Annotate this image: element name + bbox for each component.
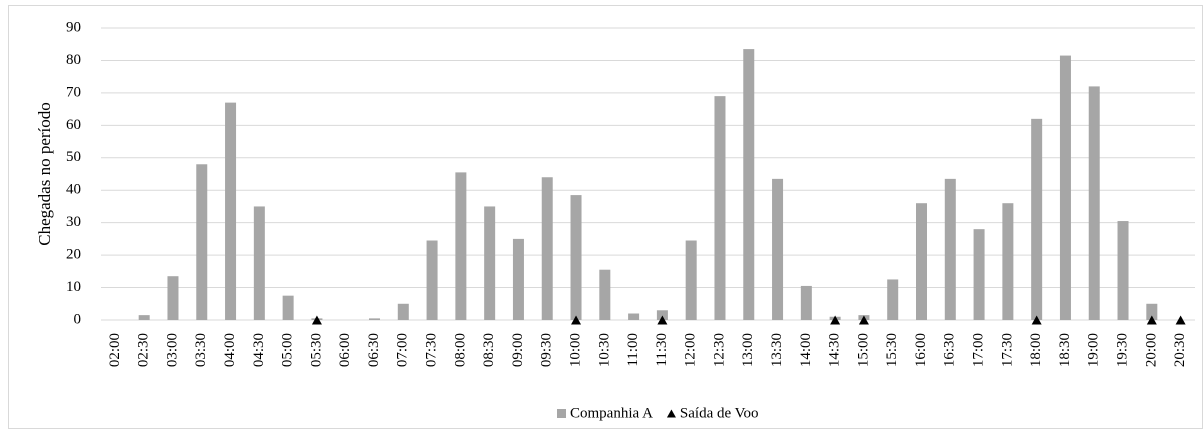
- bar: [138, 315, 150, 320]
- y-tick-label: 30: [66, 214, 81, 230]
- bar: [973, 229, 985, 320]
- y-tick-label: 10: [66, 279, 81, 295]
- bar: [1088, 86, 1100, 321]
- x-tick-label: 10:30: [596, 333, 612, 367]
- bar: [369, 318, 380, 320]
- bar: [1002, 203, 1014, 320]
- x-tick-label: 16:30: [942, 333, 958, 367]
- bar: [1031, 118, 1043, 320]
- flight-marker: [311, 315, 322, 325]
- legend-label: Companhia A: [570, 405, 653, 421]
- bar: [484, 206, 496, 320]
- bar: [1117, 221, 1129, 320]
- flight-marker: [571, 315, 582, 325]
- y-axis-title: Chegadas no período: [35, 102, 54, 246]
- bar: [570, 195, 582, 320]
- bar: [944, 178, 956, 320]
- y-tick-label: 80: [66, 52, 81, 68]
- x-tick-label: 14:30: [827, 333, 843, 367]
- y-tick-label: 20: [66, 247, 81, 263]
- flight-marker: [858, 315, 869, 325]
- bar: [397, 303, 409, 320]
- x-tick-label: 13:00: [740, 333, 756, 367]
- bar: [714, 96, 726, 320]
- x-tick-label: 02:30: [136, 333, 152, 367]
- legend-swatch: [666, 409, 676, 418]
- x-tick-label: 07:30: [424, 333, 440, 367]
- x-tick-label: 12:30: [711, 333, 727, 367]
- x-tick-label: 09:00: [510, 333, 526, 367]
- x-tick-label: 11:30: [654, 333, 670, 367]
- bar: [167, 276, 179, 320]
- x-tick-label: 19:00: [1086, 333, 1102, 367]
- bar: [800, 285, 812, 320]
- bar: [253, 206, 265, 320]
- y-tick-label: 60: [66, 117, 81, 133]
- bar: [541, 177, 553, 320]
- bar: [426, 240, 438, 320]
- x-tick-label: 17:30: [999, 333, 1015, 367]
- x-tick-label: 04:30: [251, 333, 267, 367]
- bar: [656, 310, 668, 320]
- x-tick-label: 12:00: [683, 333, 699, 367]
- x-tick-label: 20:30: [1172, 333, 1188, 367]
- x-tick-label: 10:00: [567, 333, 583, 367]
- bar: [743, 49, 755, 320]
- bar: [455, 172, 467, 320]
- y-tick-label: 40: [66, 182, 81, 198]
- chart-frame: [8, 5, 1203, 429]
- flight-marker: [1146, 315, 1157, 325]
- flight-marker: [830, 315, 841, 325]
- x-tick-label: 04:00: [222, 333, 238, 367]
- flight-marker: [657, 315, 668, 325]
- bar: [916, 203, 927, 320]
- x-tick-label: 03:00: [164, 333, 180, 367]
- y-tick-label: 70: [66, 84, 81, 100]
- x-tick-label: 08:30: [481, 333, 497, 367]
- x-tick-label: 15:00: [855, 333, 871, 367]
- flight-marker: [1031, 315, 1042, 325]
- bar: [599, 269, 611, 320]
- bar: [887, 279, 899, 320]
- x-tick-label: 05:30: [308, 333, 324, 367]
- bar: [196, 164, 208, 320]
- legend-swatch: [557, 409, 566, 418]
- x-tick-label: 18:30: [1057, 333, 1073, 367]
- x-tick-label: 17:00: [971, 333, 987, 367]
- bar: [628, 313, 640, 320]
- bar: [282, 295, 294, 320]
- x-tick-label: 07:00: [395, 333, 411, 367]
- x-tick-label: 11:00: [625, 333, 641, 367]
- bar: [685, 240, 697, 320]
- x-tick-label: 06:30: [366, 333, 382, 367]
- bar: [1059, 55, 1071, 320]
- bar: [512, 238, 524, 320]
- x-tick-label: 16:00: [913, 333, 929, 367]
- flight-marker: [1175, 315, 1186, 325]
- bar: [225, 102, 237, 320]
- x-tick-label: 20:00: [1143, 333, 1159, 367]
- x-tick-label: 19:30: [1114, 333, 1130, 367]
- bar: [1146, 303, 1158, 320]
- x-tick-label: 03:30: [193, 333, 209, 367]
- x-tick-label: 09:30: [539, 333, 555, 367]
- x-tick-label: 14:00: [798, 333, 814, 367]
- legend-label: Saída de Voo: [680, 405, 759, 421]
- bar: [772, 178, 784, 320]
- x-tick-label: 15:30: [884, 333, 900, 367]
- y-tick-label: 90: [66, 19, 81, 35]
- x-tick-label: 18:00: [1028, 333, 1044, 367]
- x-tick-label: 02:00: [107, 333, 123, 367]
- x-tick-label: 13:30: [769, 333, 785, 367]
- x-tick-label: 05:00: [280, 333, 296, 367]
- y-tick-label: 50: [66, 149, 81, 165]
- y-tick-label: 0: [74, 311, 82, 327]
- x-tick-label: 08:00: [452, 333, 468, 367]
- x-tick-label: 06:00: [337, 333, 353, 367]
